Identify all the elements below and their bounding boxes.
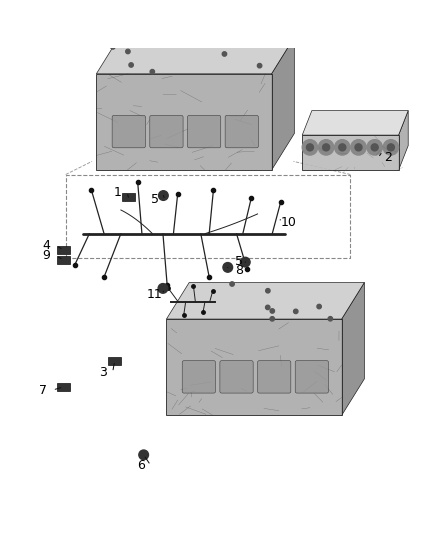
Circle shape [223,263,233,272]
Text: 2: 2 [384,151,392,164]
Circle shape [270,309,275,313]
Circle shape [111,45,115,49]
Circle shape [266,288,270,293]
FancyBboxPatch shape [108,357,121,365]
Circle shape [126,49,130,54]
Circle shape [387,144,394,151]
Circle shape [270,317,275,321]
Circle shape [293,309,298,313]
FancyBboxPatch shape [57,246,70,254]
Circle shape [222,52,226,56]
Circle shape [159,191,168,200]
FancyBboxPatch shape [122,193,135,201]
Text: 1: 1 [113,185,121,198]
Text: 9: 9 [42,249,50,262]
Circle shape [328,317,332,321]
Polygon shape [302,135,399,170]
FancyBboxPatch shape [112,115,145,148]
Polygon shape [166,319,342,415]
Text: 8: 8 [235,263,243,277]
FancyBboxPatch shape [57,256,70,264]
Circle shape [355,144,362,151]
Text: 6: 6 [137,459,145,472]
FancyBboxPatch shape [182,361,215,393]
Circle shape [258,63,262,68]
Circle shape [302,140,318,155]
Circle shape [175,42,179,46]
Polygon shape [342,282,364,415]
Circle shape [129,63,133,67]
Text: 3: 3 [99,366,107,379]
Circle shape [351,140,366,155]
Polygon shape [272,37,294,170]
Polygon shape [399,110,408,170]
Polygon shape [96,37,294,74]
Polygon shape [302,110,408,135]
FancyBboxPatch shape [220,361,253,393]
Circle shape [323,144,330,151]
Circle shape [150,69,155,74]
Circle shape [139,450,148,459]
Circle shape [318,140,334,155]
Text: 11: 11 [146,288,162,301]
Circle shape [383,140,399,155]
FancyBboxPatch shape [187,115,221,148]
Text: 10: 10 [281,216,297,229]
Text: 5: 5 [235,255,243,268]
Text: 4: 4 [42,239,50,252]
Circle shape [335,140,350,155]
Circle shape [317,304,321,309]
Text: 7: 7 [39,384,47,397]
FancyBboxPatch shape [57,383,70,391]
Circle shape [158,284,168,293]
Circle shape [265,305,270,310]
Text: 5: 5 [152,193,159,206]
FancyBboxPatch shape [258,361,291,393]
Circle shape [367,140,382,155]
Circle shape [307,144,314,151]
FancyBboxPatch shape [295,361,328,393]
Polygon shape [96,74,272,170]
Circle shape [371,144,378,151]
Circle shape [230,282,234,286]
Circle shape [339,144,346,151]
Circle shape [240,257,250,267]
FancyBboxPatch shape [150,115,183,148]
Polygon shape [166,282,364,319]
Circle shape [163,40,167,45]
FancyBboxPatch shape [225,115,258,148]
